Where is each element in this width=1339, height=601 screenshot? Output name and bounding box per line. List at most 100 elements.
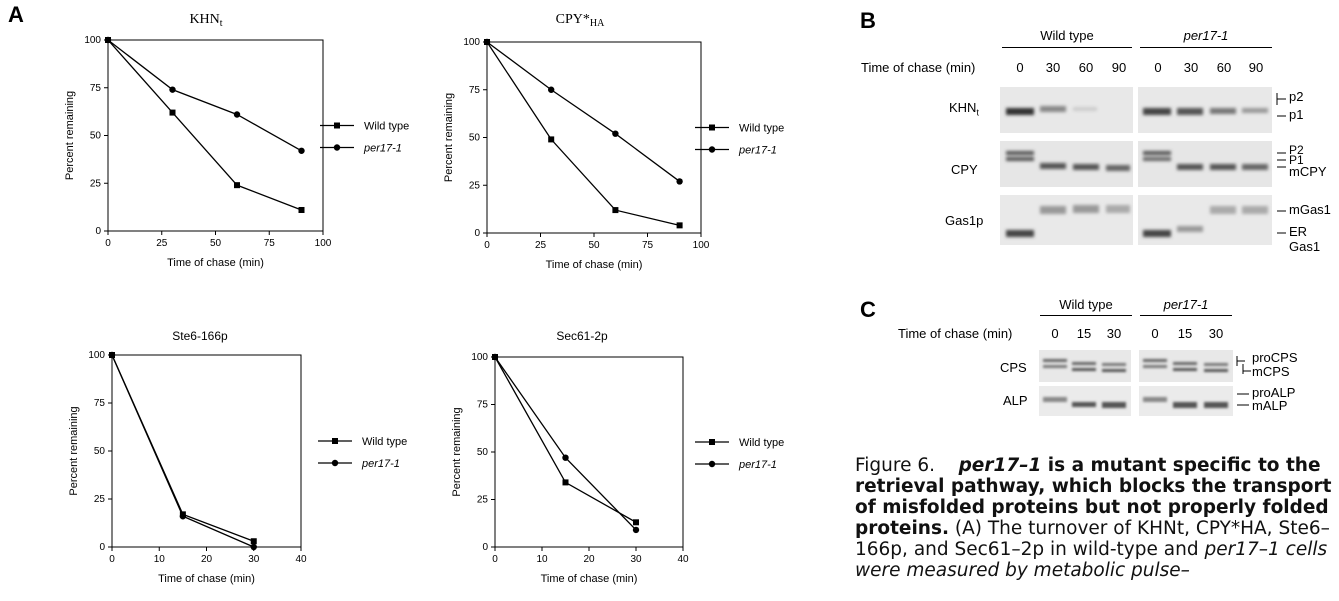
panel-b-header-mut: per17-1	[1183, 28, 1229, 43]
y-tick-label: 25	[477, 495, 489, 506]
band-P2: P2	[1289, 143, 1304, 157]
legend-label-wt: Wild type	[362, 436, 407, 448]
x-tick-label: 30	[248, 554, 260, 565]
point-per17-1	[108, 351, 116, 359]
x-tick-label: 40	[295, 554, 307, 565]
y-tick-label: 50	[90, 131, 102, 142]
series-line-per17-1	[107, 39, 302, 152]
point-per17-1	[179, 513, 187, 520]
point-wild-type	[250, 538, 257, 545]
panel-c-letter: C	[860, 297, 876, 322]
band-proALP: proALP	[1252, 385, 1296, 400]
point-per17-1	[169, 86, 176, 93]
time-tick: 90	[1248, 60, 1264, 75]
y-tick-label: 75	[469, 85, 481, 96]
caption-bold-gene: per17–1	[958, 455, 1042, 476]
chart-title-cpyha: CPY*HA	[556, 12, 605, 29]
y-tick-label: 100	[471, 352, 488, 363]
series-line-per17-1	[494, 356, 637, 531]
x-tick-label: 0	[492, 554, 498, 565]
x-tick-label: 0	[484, 240, 490, 251]
point-per17-1	[483, 38, 491, 46]
y-axis-label: Percent remaining	[64, 91, 76, 180]
panel-b-header-wt: Wild type	[1040, 28, 1094, 43]
y-tick-label: 0	[99, 542, 105, 553]
point-per17-1	[298, 147, 305, 154]
x-tick-label: 20	[201, 554, 213, 565]
y-tick-label: 100	[88, 350, 105, 361]
chart-3-plot: 0 10 20 30 40 0 25 50 75 100 Time of chase (min) Pe…	[451, 352, 784, 585]
series-line-wild-type	[107, 39, 302, 211]
panel-c-line-mut	[1140, 315, 1232, 316]
legend-label-mut: per17-1	[363, 143, 402, 155]
time-tick: 15	[1177, 326, 1193, 341]
y-tick-label: 50	[469, 133, 481, 144]
band-proCPS: proCPS	[1252, 350, 1298, 365]
x-tick-label: 25	[535, 240, 547, 251]
chart-sec61: Sec61-2p	[556, 329, 608, 343]
legend-marker-wt	[709, 124, 715, 131]
point-per17-1	[676, 178, 683, 185]
plot-frame	[486, 41, 702, 234]
gel-cpy-wt	[1000, 141, 1133, 187]
x-tick-label: 50	[588, 240, 600, 251]
band-mALP: mALP	[1252, 398, 1288, 413]
panel-c-gels	[1039, 350, 1251, 416]
gel-row-cps: CPS	[1000, 360, 1027, 375]
point-wild-type	[298, 206, 305, 213]
y-tick-label: 50	[477, 447, 489, 458]
time-tick: 30	[1208, 326, 1224, 341]
point-per17-1	[548, 86, 555, 93]
point-wild-type	[676, 222, 683, 229]
time-tick: 30	[1106, 326, 1122, 341]
chart-title-ste6: Ste6-166p	[172, 329, 228, 343]
series-line-per17-1	[486, 41, 680, 182]
legend-marker-wt	[332, 438, 338, 444]
panel-b-letter: B	[860, 8, 876, 33]
time-tick: 90	[1111, 60, 1127, 75]
panel-b-line-wt	[1002, 47, 1132, 48]
y-tick-label: 0	[95, 226, 101, 237]
gel-row-khnt: KHNt	[949, 100, 979, 118]
band-mGas1: mGas1	[1289, 202, 1331, 217]
y-tick-label: 25	[94, 494, 106, 505]
y-tick-label: 75	[94, 398, 106, 409]
point-per17-1	[562, 454, 569, 461]
panel-a-letter: A	[8, 2, 24, 27]
y-tick-label: 25	[90, 178, 102, 189]
caption-body2: per17–1 cells were measured by metabolic…	[855, 539, 1328, 581]
panel-b-time-label: Time of chase (min)	[861, 60, 976, 75]
chart-1-plot: 0 25 50 75 100 0 25 50 75 100 Time of chase (min) P…	[443, 37, 784, 271]
point-wild-type	[234, 182, 240, 189]
point-wild-type	[548, 136, 555, 143]
series-line-wild-type	[486, 41, 680, 226]
x-axis-label: Time of chase (min)	[541, 573, 638, 585]
point-per17-1	[632, 526, 640, 534]
x-tick-label: 100	[315, 238, 332, 249]
point-wild-type	[612, 207, 619, 214]
y-axis-label: Percent remaining	[68, 406, 80, 495]
x-tick-label: 10	[154, 554, 166, 565]
x-tick-label: 75	[642, 240, 654, 251]
x-tick-label: 75	[264, 238, 276, 249]
chart-title-sec61: Sec61-2p	[556, 329, 608, 343]
chart-ste6: Ste6-166p	[172, 329, 228, 343]
x-tick-label: 100	[693, 240, 710, 251]
chart-khnt: KHNt	[189, 12, 222, 29]
point-per17-1	[250, 543, 257, 551]
time-tick: 60	[1078, 60, 1094, 75]
panel-c-line-wt	[1040, 315, 1132, 316]
x-tick-label: 0	[105, 238, 111, 249]
x-tick-label: 40	[677, 554, 689, 565]
chart-2-plot: 0 10 20 30 40 0 25 50 75 100 Time of chase (min) Pe…	[68, 350, 407, 585]
panel-b-band-markers	[1276, 93, 1286, 234]
panel-c-header-mut: per17-1	[1163, 297, 1209, 312]
legend-marker-mut	[708, 146, 716, 153]
gel-row-gas1p: Gas1p	[945, 213, 984, 228]
legend-label-mut: per17-1	[738, 145, 777, 157]
x-axis-label: Time of chase (min)	[158, 573, 255, 585]
point-wild-type	[562, 479, 569, 486]
time-tick: 30	[1183, 60, 1199, 75]
legend-marker-mut	[333, 144, 341, 151]
point-per17-1	[491, 353, 499, 361]
